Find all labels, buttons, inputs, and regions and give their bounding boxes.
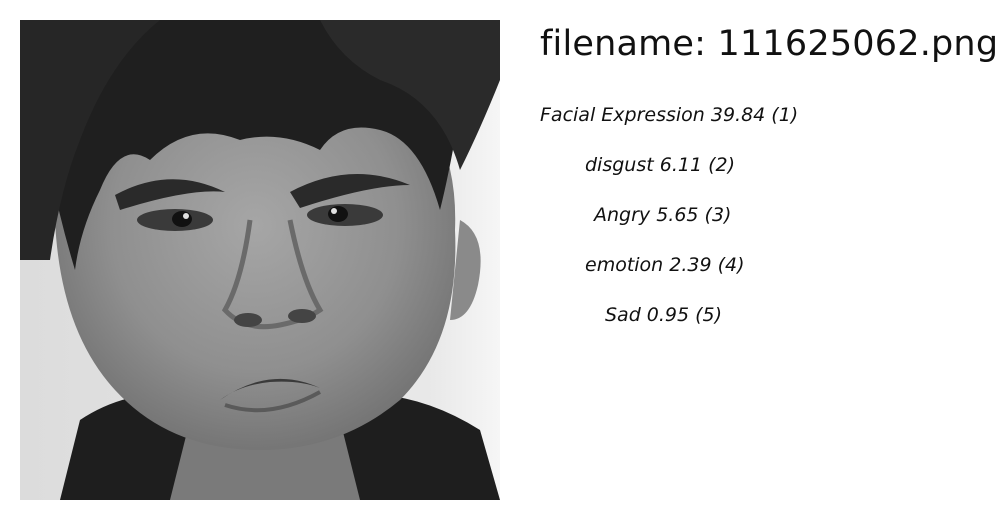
prediction-item-4: emotion 2.39 (4) — [585, 254, 745, 276]
face-photo — [20, 20, 500, 500]
prediction-item-5: Sad 0.95 (5) — [605, 304, 723, 326]
prediction-item-2: disgust 6.11 (2) — [585, 154, 735, 176]
face-photo-illustration — [20, 20, 500, 500]
prediction-item-1: Facial Expression 39.84 (1) — [540, 104, 799, 126]
prediction-item-3: Angry 5.65 (3) — [594, 204, 732, 226]
filename-title: filename: 111625062.png — [540, 24, 999, 64]
